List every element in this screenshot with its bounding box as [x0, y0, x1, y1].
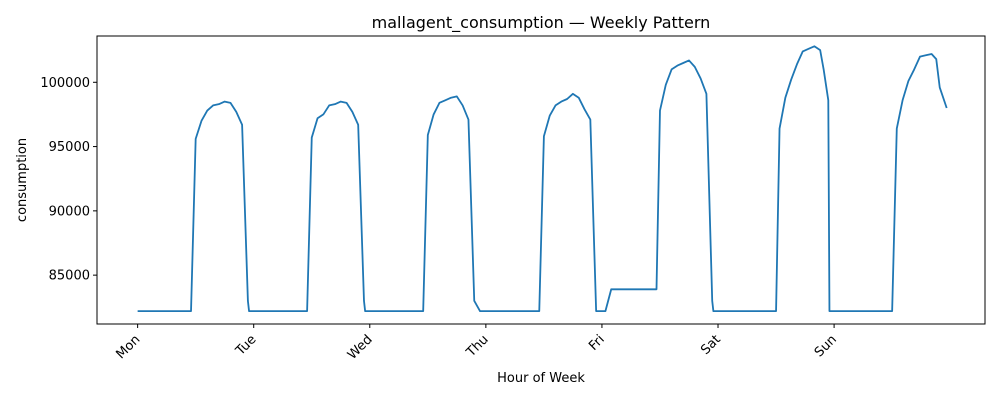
y-tick-label: 85000 — [49, 269, 90, 284]
y-axis: 85000 90000 95000 100000 — [40, 76, 97, 284]
x-axis-label: Hour of Week — [497, 371, 585, 386]
plot-area — [137, 45, 948, 313]
chart-title: mallagent_consumption — Weekly Pattern — [372, 13, 711, 33]
y-tick-label: 90000 — [49, 204, 90, 219]
axes-frame — [96, 35, 986, 325]
y-tick-label: 100000 — [40, 76, 90, 91]
y-tick-label: 95000 — [49, 140, 90, 155]
y-axis-label: consumption — [15, 138, 30, 222]
series-line-0 — [137, 45, 948, 313]
